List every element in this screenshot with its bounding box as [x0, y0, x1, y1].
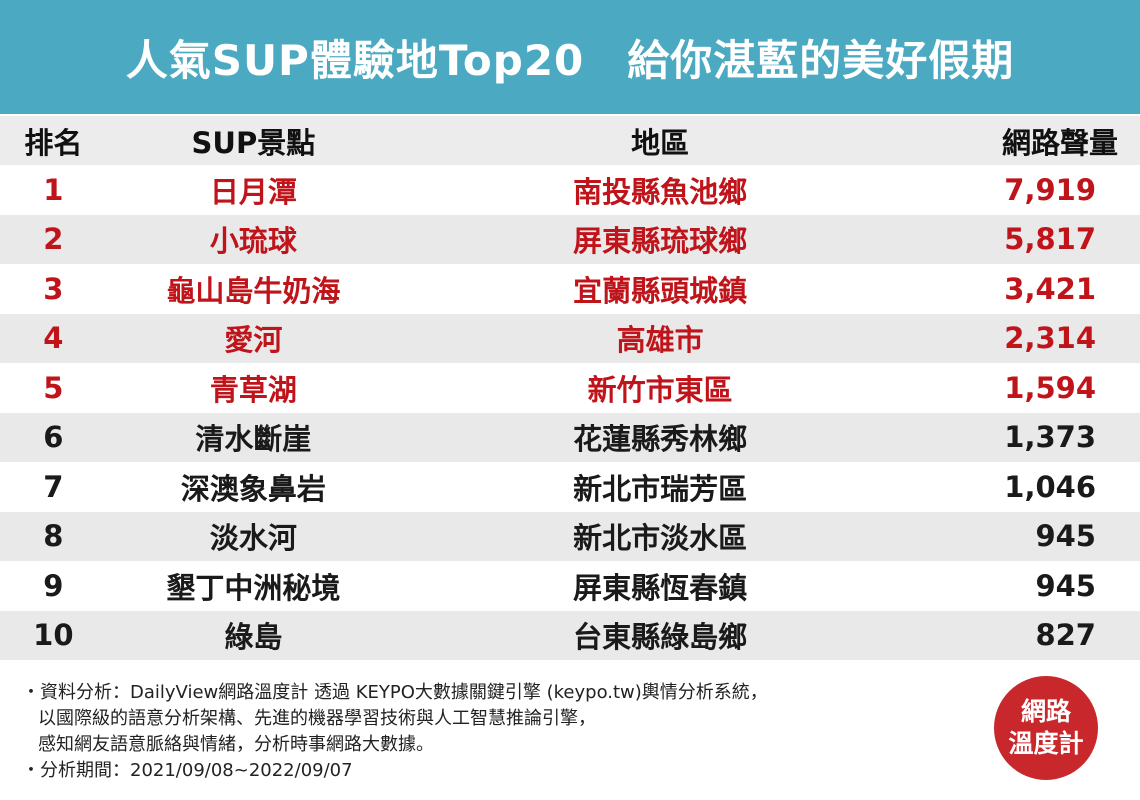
notes: ・資料分析：DailyView網路溫度計 透過 KEYPO大數據關鍵引擎 (ke… [22, 680, 768, 784]
column-header: 排名 [0, 116, 107, 165]
table-cell: 淡水河 [106, 511, 401, 561]
table-cell: 10 [0, 610, 107, 660]
table-cell: 5 [43, 370, 64, 405]
table-cell: 新竹市東區 [587, 372, 733, 407]
table-row: 3 龜山島牛奶海 宜蘭縣頭城鎮 3,421 [0, 264, 1140, 314]
table-cell: 日月潭 [209, 174, 297, 209]
table-cell: 花蓮縣秀林鄉 [400, 412, 921, 462]
table-cell: 1 [43, 172, 64, 207]
table-cell: 宜蘭縣頭城鎮 [573, 273, 748, 308]
note-line: 以國際級的語意分析架構、先進的機器學習技術與人工智慧推論引擎， [38, 708, 596, 729]
table-row: 5 青草湖 新竹市東區 1,594 [0, 363, 1140, 413]
table-cell: 7,919 [1004, 172, 1096, 207]
table-row: 2 小琉球 屏東縣琉球鄉 5,817 [0, 214, 1140, 264]
table-cell: 5,817 [920, 214, 1140, 264]
table-cell: 高雄市 [400, 313, 921, 363]
table-cell: 墾丁中洲秘境 [166, 570, 341, 605]
table-row: 4 愛河 高雄市 2,314 [0, 313, 1140, 363]
table-cell: 屏東縣恆春鎮 [573, 570, 748, 605]
ranking-table: 排名 SUP景點 地區 網路聲量 1 日月潭 南投縣魚池鄉 7,919 2 小琉球 屏東縣琉球鄉 5… [0, 116, 1140, 660]
table-cell: 2,314 [920, 313, 1140, 363]
column-header: 網路聲量 [920, 116, 1140, 165]
table-cell: 1,373 [920, 412, 1140, 462]
table-row: 10 綠島 台東縣綠島鄉 827 [0, 610, 1140, 660]
table-cell: 3,421 [1004, 271, 1096, 306]
table-cell: 945 [1035, 568, 1096, 603]
note-line: ・分析期間：2021/09/08~2022/09/07 [22, 760, 353, 781]
table-cell: 9 [43, 568, 64, 603]
table-cell: 愛河 [106, 313, 401, 363]
column-header: SUP景點 [106, 116, 401, 165]
logo-text: 溫度計 [1008, 729, 1084, 758]
note-line: 感知網友語意脈絡與情緒，分析時事網路大數據。 [38, 734, 434, 755]
table-row: 8 淡水河 新北市淡水區 945 [0, 511, 1140, 561]
table-cell: 2 [0, 214, 107, 264]
table-cell: 深澳象鼻岩 [180, 471, 326, 506]
table-cell: 南投縣魚池鄉 [573, 174, 748, 209]
logo-text: 網路 [1020, 697, 1071, 726]
table-row: 6 清水斷崖 花蓮縣秀林鄉 1,373 [0, 412, 1140, 462]
table-cell: 6 [0, 412, 107, 462]
table-row: 1 日月潭 南投縣魚池鄉 7,919 [0, 165, 1140, 215]
table-cell: 1,046 [1004, 469, 1096, 504]
logo: 網路 溫度計 [994, 676, 1098, 780]
table-cell: 屏東縣琉球鄉 [400, 214, 921, 264]
table-cell: 新北市瑞芳區 [573, 471, 748, 506]
header: 人氣SUP體驗地Top20 給你湛藍的美好假期 [0, 0, 1140, 114]
table-row: 7 深澳象鼻岩 新北市瑞芳區 1,046 [0, 462, 1140, 512]
column-header: 地區 [400, 116, 921, 165]
table-cell: 台東縣綠島鄉 [400, 610, 921, 660]
table-row: 9 墾丁中洲秘境 屏東縣恆春鎮 945 [0, 561, 1140, 611]
table-cell: 8 [0, 511, 107, 561]
table-cell: 945 [920, 511, 1140, 561]
table-cell: 小琉球 [106, 214, 401, 264]
header-row: 排名 SUP景點 地區 網路聲量 [0, 116, 1140, 165]
title: 人氣SUP體驗地Top20 給你湛藍的美好假期 [125, 35, 1015, 85]
table-cell: 龜山島牛奶海 [166, 273, 341, 308]
table-cell: 新北市淡水區 [400, 511, 921, 561]
table-cell: 4 [0, 313, 107, 363]
table-cell: 青草湖 [209, 372, 297, 407]
table-cell: 3 [43, 271, 64, 306]
table-cell: 827 [920, 610, 1140, 660]
table-cell: 清水斷崖 [106, 412, 401, 462]
table-cell: 綠島 [106, 610, 401, 660]
table-cell: 1,594 [1004, 370, 1096, 405]
note-line: ・資料分析：DailyView網路溫度計 透過 KEYPO大數據關鍵引擎 (ke… [22, 682, 768, 703]
table-cell: 7 [43, 469, 64, 504]
